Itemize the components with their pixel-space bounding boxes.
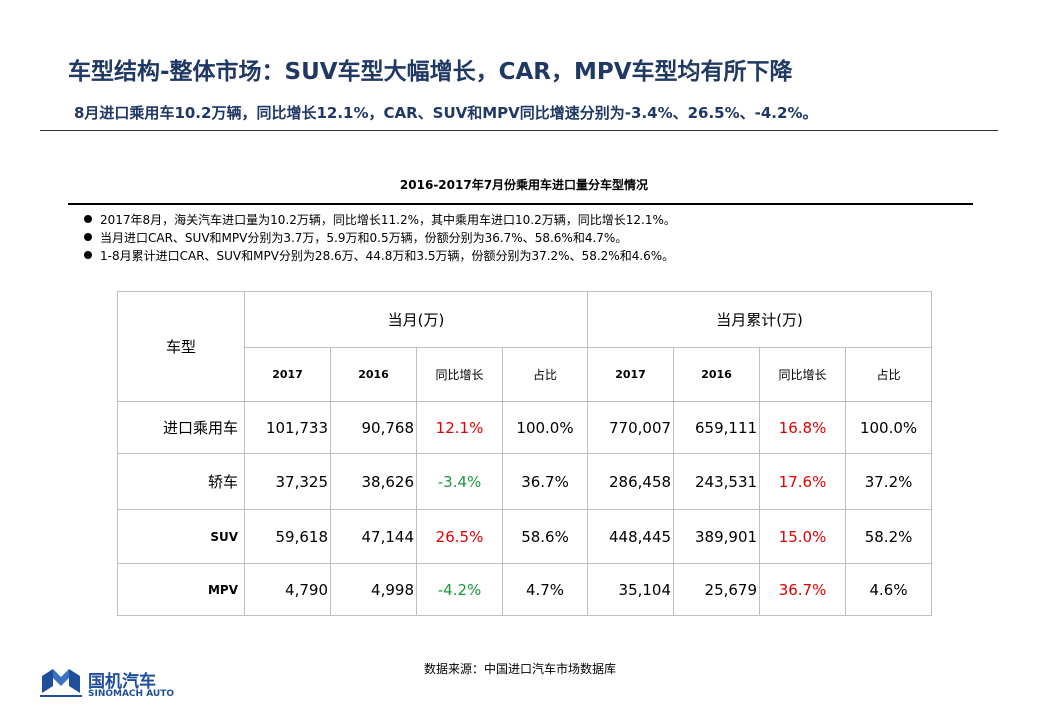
col-header: 2017 — [587, 347, 675, 402]
row-label: SUV — [117, 509, 245, 564]
cell-value: 38,626 — [330, 453, 417, 510]
page-subtitle: 8月进口乘用车10.2万辆，同比增长12.1%，CAR、SUV和MPV同比增速分… — [74, 104, 818, 122]
cell-yoy: 17.6% — [759, 453, 847, 510]
cell-share: 100.0% — [845, 401, 933, 454]
cell-yoy: 15.0% — [759, 509, 847, 564]
table-row: MPV 4,790 4,998 -4.2% 4.7% 35,104 25,679… — [117, 563, 933, 616]
row-label: MPV — [117, 563, 245, 616]
cell-share: 58.2% — [845, 509, 933, 564]
cell-share: 58.6% — [501, 509, 589, 564]
col-header: 2017 — [244, 347, 331, 402]
cell-value: 90,768 — [330, 401, 417, 454]
cell-value: 659,111 — [673, 401, 761, 454]
cell-value: 101,733 — [244, 401, 331, 454]
cell-value: 448,445 — [587, 509, 675, 564]
import-table: 车型 当月(万) 当月累计(万) 2017 2016 同比增长 占比 2017 … — [117, 291, 933, 616]
col-header: 2016 — [330, 347, 417, 402]
col-header: 同比增长 — [416, 347, 503, 402]
title-divider — [40, 130, 998, 131]
cell-yoy: 16.8% — [759, 401, 847, 454]
table-row: 轿车 37,325 38,626 -3.4% 36.7% 286,458 243… — [117, 453, 933, 510]
cell-value: 4,998 — [330, 563, 417, 616]
cell-yoy: -3.4% — [416, 453, 503, 510]
company-logo: 国机汽车 SINOMACH AUTO — [38, 666, 188, 706]
cell-value: 389,901 — [673, 509, 761, 564]
col-header: 占比 — [501, 347, 589, 402]
table-row: 进口乘用车 101,733 90,768 12.1% 100.0% 770,00… — [117, 401, 933, 454]
bullet-item: 1-8月累计进口CAR、SUV和MPV分别为28.6万、44.8万和3.5万辆，… — [84, 247, 676, 265]
model-header: 车型 — [117, 291, 245, 402]
cell-value: 286,458 — [587, 453, 675, 510]
cell-yoy: 36.7% — [759, 563, 847, 616]
cell-share: 100.0% — [501, 401, 589, 454]
cell-value: 770,007 — [587, 401, 675, 454]
summary-bullets: 2017年8月，海关汽车进口量为10.2万辆，同比增长11.2%，其中乘用车进口… — [84, 211, 676, 265]
cell-value: 4,790 — [244, 563, 331, 616]
row-label: 轿车 — [117, 453, 245, 510]
data-source-note: 数据来源：中国进口汽车市场数据库 — [423, 662, 616, 676]
cell-share: 4.6% — [845, 563, 933, 616]
cell-value: 243,531 — [673, 453, 761, 510]
cell-share: 36.7% — [501, 453, 589, 510]
cell-value: 37,325 — [244, 453, 331, 510]
col-header: 同比增长 — [759, 347, 847, 402]
col-header: 占比 — [845, 347, 933, 402]
row-label: 进口乘用车 — [117, 401, 245, 454]
table-row: SUV 59,618 47,144 26.5% 58.6% 448,445 38… — [117, 509, 933, 564]
month-group-header: 当月(万) — [243, 291, 589, 348]
cell-yoy: -4.2% — [416, 563, 503, 616]
cell-share: 4.7% — [501, 563, 589, 616]
sinomach-logo-icon — [40, 669, 82, 697]
col-header: 2016 — [673, 347, 761, 402]
cell-value: 35,104 — [587, 563, 675, 616]
cell-share: 37.2% — [845, 453, 933, 510]
cell-value: 25,679 — [673, 563, 761, 616]
bullet-item: 当月进口CAR、SUV和MPV分别为3.7万，5.9万和0.5万辆，份额分别为3… — [84, 229, 676, 247]
heading-divider — [68, 203, 973, 205]
bullet-item: 2017年8月，海关汽车进口量为10.2万辆，同比增长11.2%，其中乘用车进口… — [84, 211, 676, 229]
table-heading: 2016-2017年7月份乘用车进口量分车型情况 — [399, 178, 649, 192]
cell-yoy: 26.5% — [416, 509, 503, 564]
cell-value: 59,618 — [244, 509, 331, 564]
cell-value: 47,144 — [330, 509, 417, 564]
logo-text-en: SINOMACH AUTO — [88, 689, 174, 699]
cell-yoy: 12.1% — [416, 401, 503, 454]
logo-text-cn: 国机汽车 — [88, 672, 156, 692]
page-title: 车型结构-整体市场：SUV车型大幅增长，CAR，MPV车型均有所下降 — [68, 59, 793, 85]
cumulative-group-header: 当月累计(万) — [587, 291, 933, 348]
